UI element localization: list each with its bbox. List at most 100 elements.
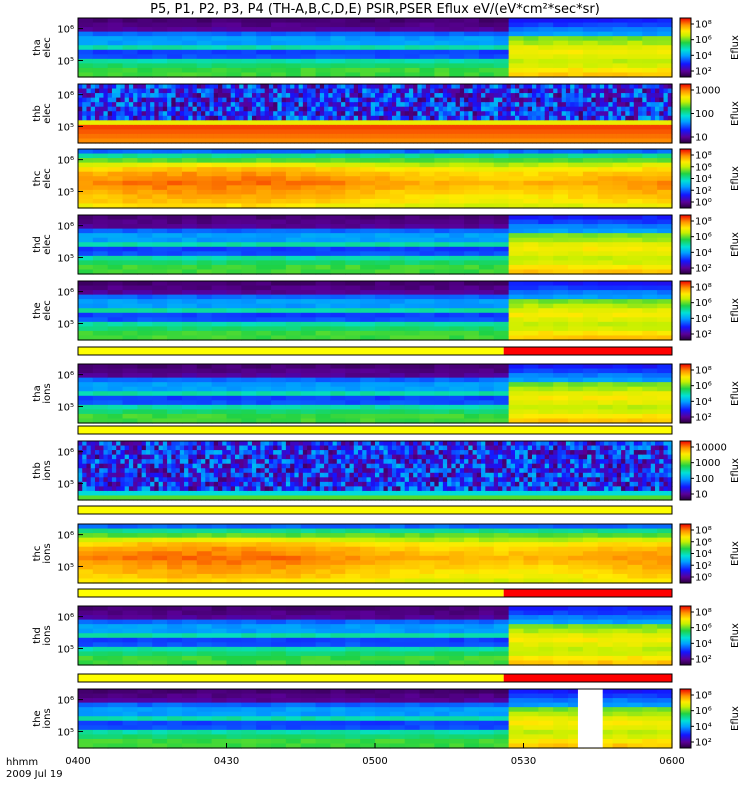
- spectrogram-cell: [449, 194, 465, 200]
- spectrogram-cell: [650, 133, 656, 140]
- spectrogram-cell: [281, 93, 287, 99]
- spectrogram-cell: [659, 129, 665, 135]
- spectrogram-cell: [264, 138, 270, 144]
- spectrogram-cell: [256, 40, 272, 46]
- spectrogram-cell: [315, 404, 332, 410]
- spectrogram-cell: [137, 418, 153, 424]
- spectrogram-cell: [241, 373, 257, 379]
- spectrogram-cell: [430, 106, 435, 112]
- spectrogram-cell: [493, 106, 499, 112]
- spectrogram-cell: [285, 312, 302, 318]
- spectrogram-cell: [527, 120, 533, 126]
- spectrogram-cell: [171, 472, 177, 478]
- spectrogram-cell: [493, 219, 510, 225]
- spectrogram-cell: [663, 106, 669, 112]
- spectrogram-cell: [449, 54, 465, 60]
- spectrogram-cell: [167, 180, 183, 186]
- spectrogram-cell: [226, 111, 232, 117]
- spectrogram-cell: [298, 84, 304, 90]
- spectrogram-cell: [184, 441, 189, 447]
- spectrogram-cell: [209, 454, 215, 460]
- spectrogram-cell: [315, 281, 332, 287]
- spectrogram-cell: [196, 413, 213, 420]
- spectrogram-cell: [568, 294, 584, 300]
- spectrogram-cell: [419, 22, 435, 28]
- spectrogram-cell: [167, 477, 172, 483]
- spectrogram-cell: [241, 228, 257, 234]
- spectrogram-cell: [608, 129, 614, 135]
- spectrogram-cell: [196, 88, 202, 94]
- spectrogram-cell: [277, 133, 283, 140]
- spectrogram-cell: [226, 36, 242, 42]
- spectrogram-cell: [508, 264, 525, 271]
- spectrogram-cell: [82, 477, 88, 483]
- spectrogram-cell: [167, 463, 172, 469]
- spectrogram-cell: [408, 133, 414, 140]
- spectrogram-cell: [604, 124, 609, 130]
- spectrogram-cell: [404, 326, 421, 332]
- spectrogram-cell: [211, 251, 228, 257]
- spectrogram-cell: [230, 124, 236, 130]
- spectrogram-cell: [523, 54, 539, 60]
- spectrogram-cell: [324, 129, 329, 135]
- spectrogram-cell: [447, 120, 452, 126]
- spectrogram-cell: [538, 176, 554, 182]
- spectrogram-cell: [82, 472, 88, 478]
- spectrogram-cell: [561, 84, 567, 90]
- spectrogram-cell: [419, 264, 435, 271]
- spectrogram-cell: [464, 194, 480, 200]
- spectrogram-cell: [478, 413, 495, 420]
- spectrogram-cell: [281, 120, 287, 126]
- spectrogram-cell: [519, 97, 525, 103]
- spectrogram-cell: [493, 162, 510, 168]
- spectrogram-cell: [311, 124, 317, 130]
- spectrogram-cell: [419, 290, 435, 296]
- spectrogram-cell: [192, 129, 198, 135]
- spectrogram-cell: [205, 486, 211, 492]
- spectrogram-cell: [627, 171, 643, 177]
- spectrogram-cell: [493, 102, 499, 108]
- spectrogram-cell: [375, 180, 391, 186]
- spectrogram-cell: [627, 40, 643, 46]
- spectrogram-cell: [404, 242, 421, 248]
- spectrogram-cell: [604, 120, 609, 126]
- y-tick-label: 10⁶: [57, 288, 74, 299]
- spectrogram-cell: [650, 111, 656, 117]
- spectrogram-cell: [360, 335, 376, 341]
- spectrogram-cell: [209, 97, 215, 103]
- spectrogram-cell: [141, 88, 147, 94]
- spectrogram-cell: [302, 84, 308, 90]
- spectrogram-cell: [196, 285, 213, 291]
- spectrogram-cell: [383, 102, 389, 108]
- spectrogram-cell: [657, 335, 673, 341]
- spectrogram-cell: [285, 27, 302, 33]
- spectrogram-cell: [523, 303, 539, 309]
- colorbar-tick-label: 10⁸: [695, 20, 712, 31]
- spectrogram-cell: [196, 203, 213, 209]
- spectrogram-cell: [285, 237, 302, 243]
- spectrogram-cell: [285, 242, 302, 248]
- spectrogram-cell: [627, 233, 643, 239]
- spectrogram-cell: [167, 63, 183, 69]
- spectrogram-cell: [438, 129, 444, 135]
- spectrogram-cell: [122, 149, 138, 155]
- spectrogram-cell: [657, 299, 673, 305]
- y-axis-label: tha: [32, 39, 43, 55]
- spectrogram-cell: [417, 129, 423, 135]
- spectrogram-cell: [597, 285, 614, 291]
- spectrogram-cell: [360, 255, 376, 261]
- spectrogram-cell: [162, 120, 168, 126]
- spectrogram-cell: [133, 115, 138, 121]
- spectrogram-cell: [616, 124, 622, 130]
- spectrogram-cell: [523, 335, 539, 341]
- spectrogram-cell: [92, 413, 109, 420]
- spectrogram-cell: [449, 224, 465, 230]
- spectrogram-cell: [171, 495, 177, 501]
- spectrogram-cell: [122, 72, 138, 78]
- spectrogram-cell: [171, 138, 177, 144]
- spectrogram-cell: [196, 111, 202, 117]
- spectrogram-cell: [629, 138, 635, 144]
- spectrogram-cell: [92, 49, 109, 55]
- spectrogram-cell: [315, 198, 332, 205]
- spectrogram-cell: [389, 67, 406, 74]
